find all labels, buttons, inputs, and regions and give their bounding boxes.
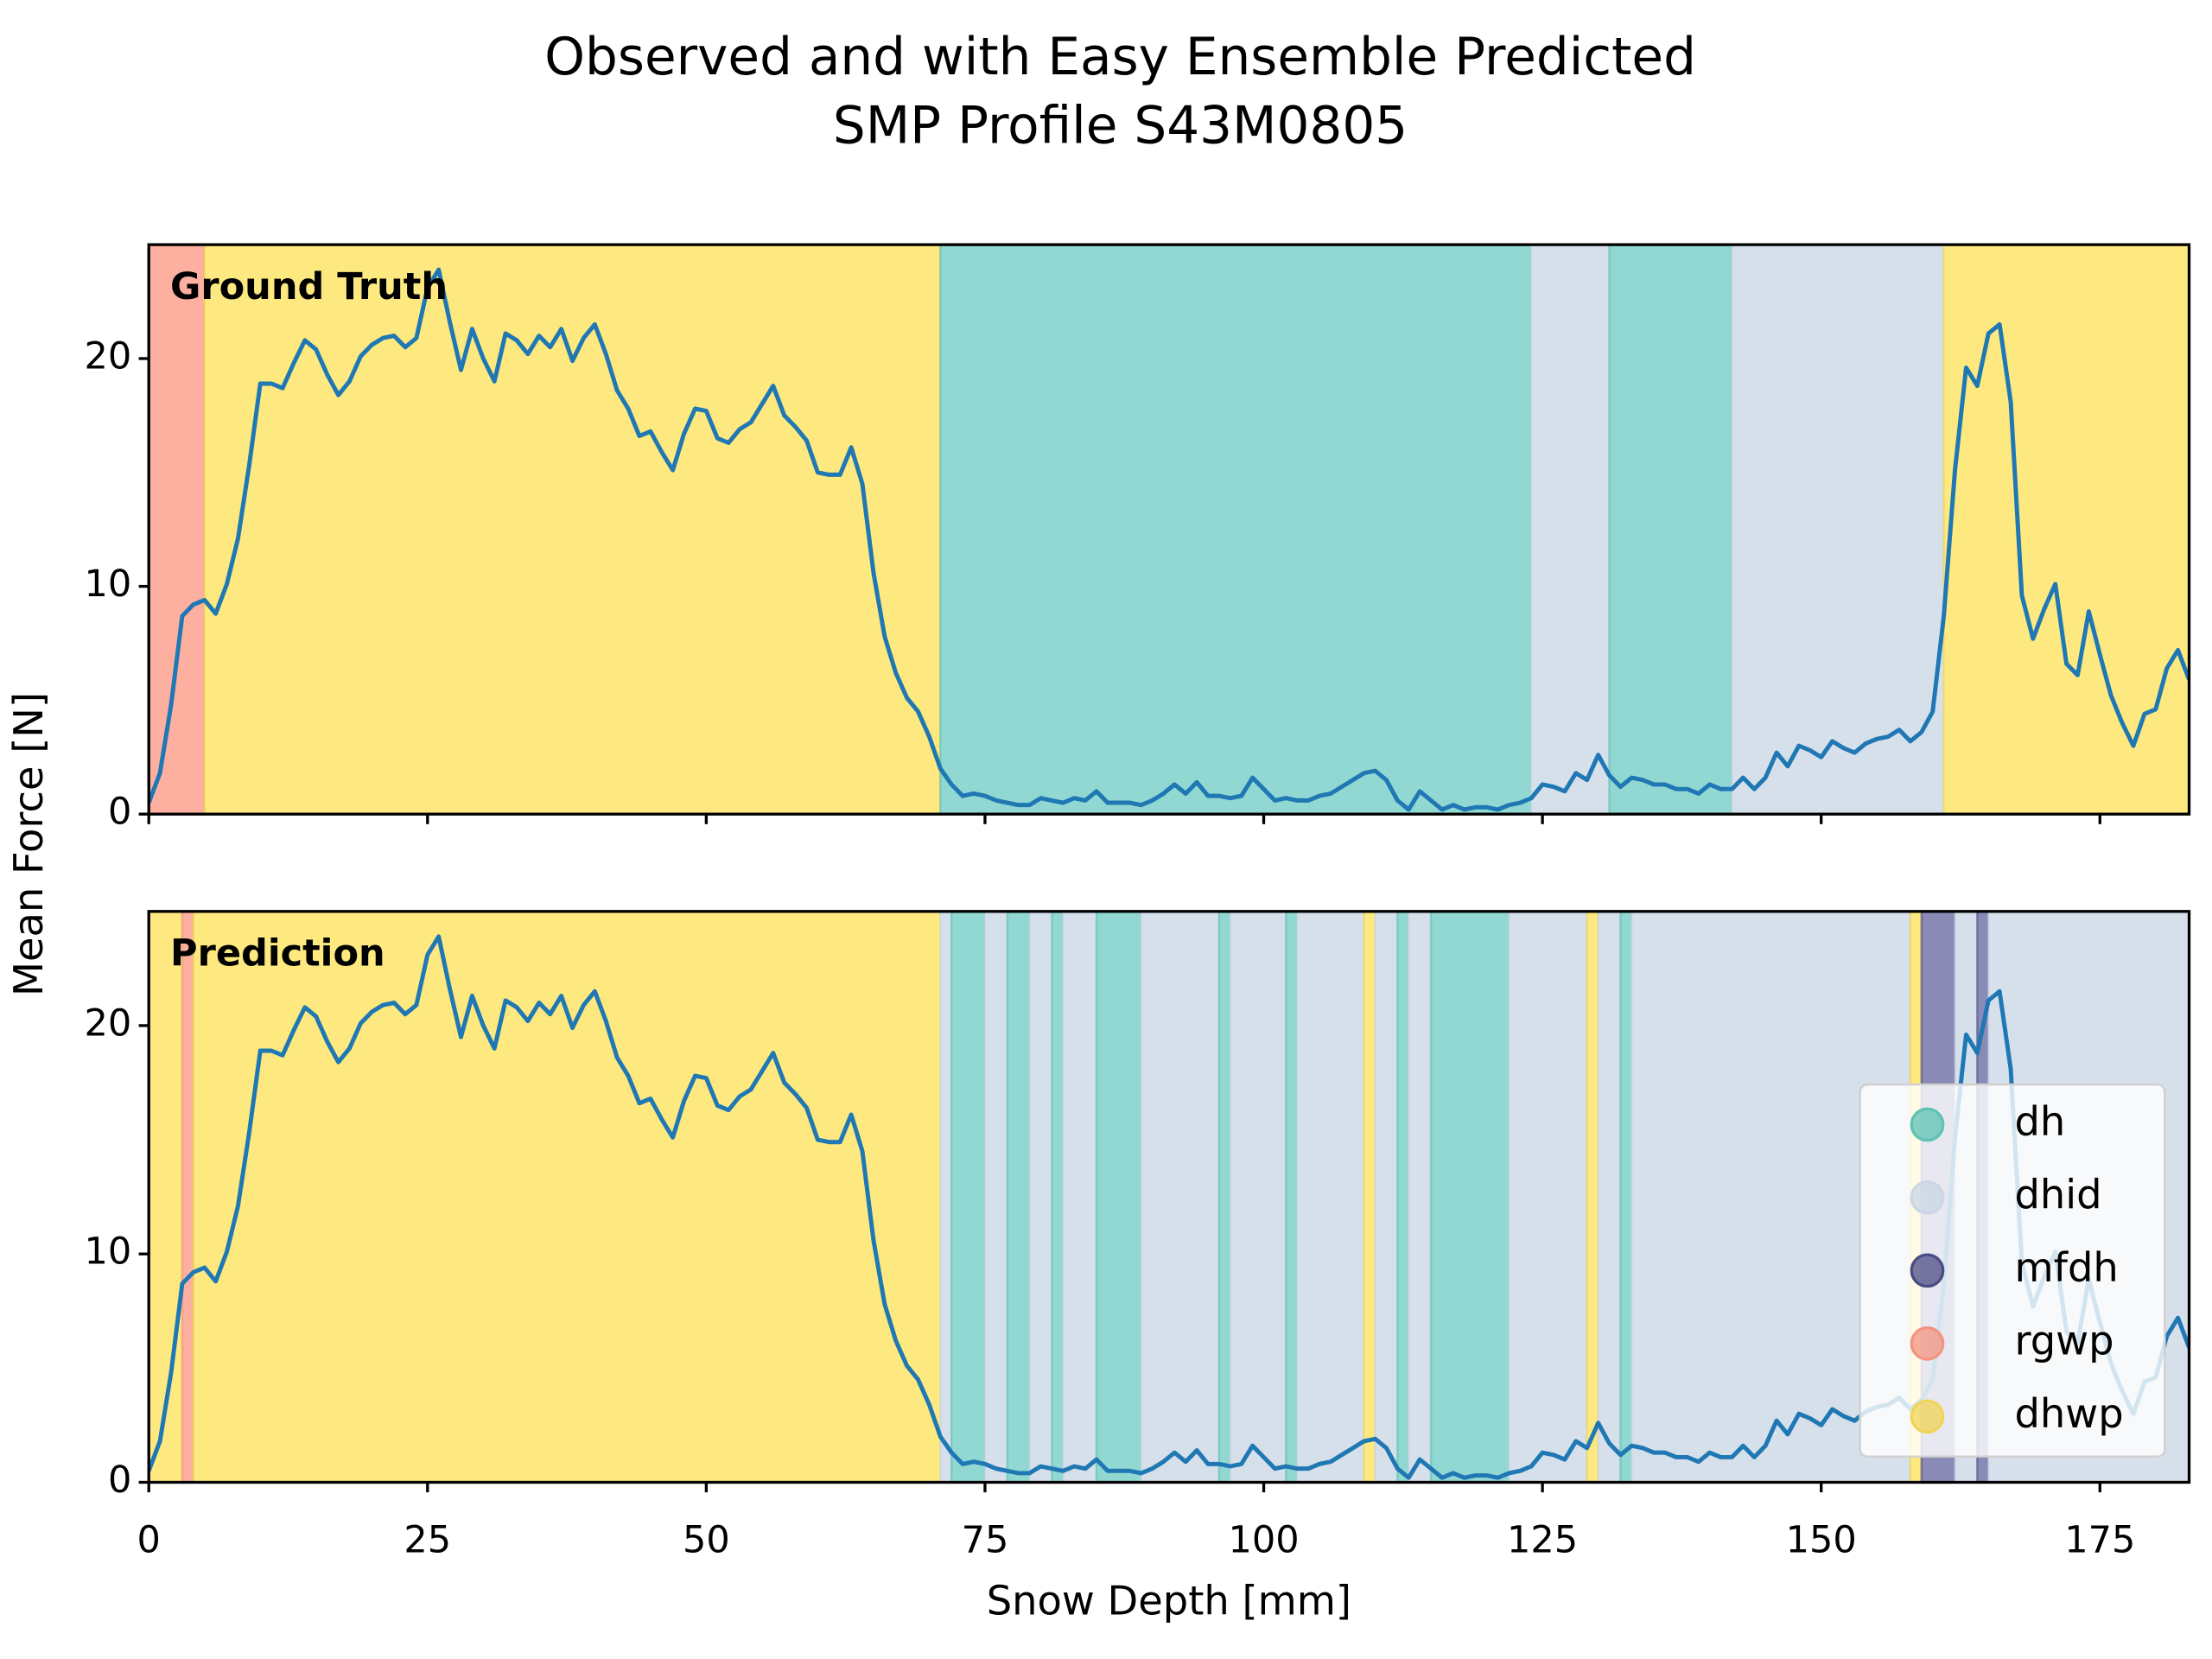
layer-span <box>950 911 987 1483</box>
x-tick-label: 50 <box>683 1519 730 1562</box>
layer-span <box>1062 911 1098 1483</box>
layer-span <box>1028 911 1053 1483</box>
chart-subtitle: SMP Profile S43M0805 <box>833 97 1408 156</box>
x-tick-label: 75 <box>962 1519 1009 1562</box>
y-tick-label: 0 <box>108 1459 131 1502</box>
layer-span <box>1217 911 1232 1483</box>
legend-box <box>1859 1083 2166 1458</box>
chart-title: Observed and with Easy Ensemble Predicte… <box>544 28 1696 87</box>
plot-area <box>149 911 2190 1483</box>
panel-annotation: Prediction <box>170 932 385 976</box>
y-tick-label: 0 <box>108 791 131 834</box>
axes-frame <box>147 243 2191 816</box>
y-tick-label: 20 <box>85 1001 132 1045</box>
legend-label: rgwp <box>2014 1317 2113 1363</box>
layer-span <box>939 911 953 1483</box>
x-axis-label: Snow Depth [mm] <box>987 1578 1351 1624</box>
layer-span <box>1229 911 1287 1483</box>
legend-label: mfdh <box>2014 1244 2118 1291</box>
y-axis-label: Mean Force [N] <box>5 692 52 996</box>
layer-span <box>1285 911 1299 1483</box>
layer-span <box>1508 911 1588 1483</box>
layer-span <box>181 911 195 1483</box>
layer-span <box>1619 911 1633 1483</box>
y-tick-label: 10 <box>85 563 132 606</box>
layer-span <box>192 911 942 1483</box>
layer-span <box>149 245 206 815</box>
layer-span <box>1942 245 2190 815</box>
legend-label: dhid <box>2014 1171 2101 1217</box>
legend-marker <box>1910 1326 1945 1361</box>
legend-marker <box>1910 1399 1945 1434</box>
data-line <box>149 267 2190 812</box>
y-tick-label: 10 <box>85 1230 132 1274</box>
layer-span <box>1396 911 1410 1483</box>
x-tick-label: 175 <box>2064 1519 2135 1562</box>
x-tick-label: 150 <box>1786 1519 1857 1562</box>
layer-span <box>1095 911 1142 1483</box>
layer-span <box>1608 245 1733 815</box>
layer-span <box>1006 911 1031 1483</box>
layer-span <box>1296 911 1365 1483</box>
layer-span <box>1140 911 1221 1483</box>
layer-span <box>939 245 1533 815</box>
layer-span <box>983 911 1009 1483</box>
layer-span <box>1529 245 1611 815</box>
axes-frame <box>147 910 2191 1484</box>
panel-annotation: Ground Truth <box>170 265 448 308</box>
layer-span <box>1597 911 1622 1483</box>
legend-label: dhwp <box>2014 1390 2123 1437</box>
layer-span <box>1051 911 1065 1483</box>
layer-span <box>1731 245 1945 815</box>
layer-span <box>1374 911 1399 1483</box>
plot-area <box>149 245 2190 815</box>
y-tick-label: 20 <box>85 334 132 378</box>
legend-marker <box>1910 1253 1945 1288</box>
data-line <box>149 934 2190 1480</box>
layer-span <box>1586 911 1599 1483</box>
layer-span <box>1408 911 1433 1483</box>
x-tick-label: 25 <box>404 1519 451 1562</box>
x-tick-label: 125 <box>1507 1519 1578 1562</box>
legend-marker <box>1910 1180 1945 1215</box>
legend-label: dh <box>2014 1098 2065 1145</box>
layer-span <box>1363 911 1376 1483</box>
layer-span <box>203 245 942 815</box>
x-tick-label: 0 <box>137 1519 161 1562</box>
x-tick-label: 100 <box>1228 1519 1299 1562</box>
legend-marker <box>1910 1107 1945 1142</box>
layer-span <box>1429 911 1510 1483</box>
